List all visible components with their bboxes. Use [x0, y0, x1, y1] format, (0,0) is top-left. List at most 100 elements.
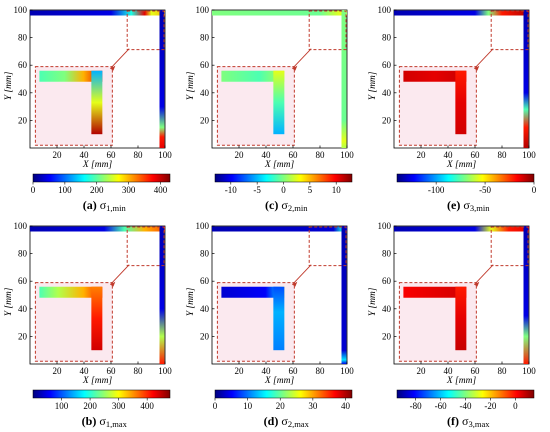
- y-tick-label: 60: [200, 60, 210, 70]
- right-beam-contour: [159, 10, 165, 148]
- inset-horizontal-member: [39, 286, 103, 298]
- panel-symbol: σ: [281, 414, 288, 428]
- colorbar-tick-label: 100: [58, 185, 72, 195]
- y-tick-label: 20: [200, 331, 210, 341]
- colorbar-tick-label: 400: [140, 401, 154, 411]
- panel-caption: (c) σ2,min: [265, 198, 308, 213]
- x-tick-label: 100: [340, 150, 354, 160]
- top-beam-contour: [30, 10, 165, 16]
- colorbar-tick-label: 0: [281, 185, 286, 195]
- x-tick-label: 100: [522, 366, 536, 376]
- stress-panel-e: 20 40 60 80 100 20 40 60 80 100 X [mm] Y [mm] -100 -5…: [368, 5, 537, 213]
- zoom-region-box: [490, 10, 529, 51]
- y-tick-label: 60: [18, 60, 28, 70]
- panel-subscript: 2,max: [288, 419, 310, 429]
- zoom-region-box: [126, 226, 165, 267]
- panel-letter: (f): [447, 414, 462, 428]
- stress-panel-a: 20 40 60 80 100 20 40 60 80 100 X [mm] Y [mm] 0 100 20…: [4, 5, 172, 213]
- x-axis-title: X [mm]: [264, 376, 295, 386]
- panel-symbol: σ: [281, 198, 288, 212]
- zoom-leader-arrow: [292, 264, 312, 285]
- zoom-leader-arrow: [110, 48, 130, 69]
- right-beam-contour: [341, 10, 347, 148]
- inset-vertical-member: [273, 286, 285, 351]
- x-tick-label: 20: [235, 366, 245, 376]
- x-tick-label: 40: [80, 150, 90, 160]
- y-tick-label: 20: [382, 331, 392, 341]
- x-tick-label: 20: [417, 366, 427, 376]
- inset-vertical-member: [91, 286, 103, 351]
- inset-vertical-member: [455, 70, 467, 135]
- x-tick-label: 60: [289, 150, 299, 160]
- y-tick-label: 20: [200, 115, 210, 125]
- right-beam-contour: [523, 226, 529, 364]
- zoom-leader-arrow: [474, 48, 494, 69]
- x-tick-label: 20: [53, 366, 63, 376]
- colorbar: [32, 389, 171, 399]
- y-tick-label: 40: [382, 88, 392, 98]
- panel-subscript: 2,min: [288, 203, 308, 213]
- colorbar-tick-label: 10: [332, 185, 342, 195]
- inset-vertical-member: [91, 70, 103, 135]
- x-tick-label: 100: [158, 366, 172, 376]
- x-tick-label: 80: [316, 150, 326, 160]
- x-tick-label: 100: [158, 150, 172, 160]
- y-tick-label: 100: [378, 221, 392, 231]
- colorbar-tick-label: -80: [410, 401, 422, 411]
- x-axis-title: X [mm]: [82, 376, 113, 386]
- x-tick-label: 80: [498, 150, 508, 160]
- top-beam-contour: [30, 226, 165, 232]
- inset-horizontal-member: [39, 70, 103, 82]
- y-tick-label: 40: [200, 304, 210, 314]
- colorbar-tick-label: -100: [428, 185, 445, 195]
- y-tick-label: 100: [14, 5, 28, 15]
- y-tick-label: 20: [18, 115, 28, 125]
- y-tick-label: 40: [18, 88, 28, 98]
- colorbar: [214, 389, 353, 399]
- x-tick-label: 60: [289, 366, 299, 376]
- x-tick-label: 40: [262, 366, 272, 376]
- x-tick-label: 40: [262, 150, 272, 160]
- colorbar-tick-label: 400: [154, 185, 168, 195]
- top-beam-contour: [394, 10, 529, 16]
- inset-horizontal-member: [221, 286, 285, 298]
- x-tick-label: 40: [444, 150, 454, 160]
- top-beam-contour: [394, 226, 529, 232]
- colorbar-tick-label: 0: [213, 401, 218, 411]
- stress-panel-d: 20 40 60 80 100 20 40 60 80 100 X [mm] Y [mm] 0 10 20 3…: [186, 221, 354, 429]
- panel-symbol: σ: [463, 198, 470, 212]
- colorbar-tick-label: 200: [90, 185, 104, 195]
- inset-horizontal-member: [403, 286, 467, 298]
- y-tick-label: 80: [18, 249, 28, 259]
- x-axis-title: X [mm]: [446, 376, 477, 386]
- colorbar-tick-label: 20: [276, 401, 286, 411]
- colorbar-tick-label: 5: [308, 185, 313, 195]
- inset-horizontal-member: [221, 70, 285, 82]
- zoom-leader-arrowhead: [292, 65, 298, 71]
- x-tick-label: 20: [417, 150, 427, 160]
- panel-caption: (f) σ3,max: [447, 414, 490, 429]
- inset-vertical-member: [455, 286, 467, 351]
- x-tick-label: 100: [340, 366, 354, 376]
- y-tick-label: 80: [200, 249, 210, 259]
- panel-subscript: 1,max: [106, 419, 128, 429]
- x-tick-label: 20: [235, 150, 245, 160]
- zoom-region-box: [126, 10, 165, 51]
- panel-symbol: σ: [100, 198, 107, 212]
- panel-letter: (d): [264, 414, 282, 428]
- inset-vertical-member: [273, 70, 285, 135]
- zoom-leader-arrow: [292, 48, 312, 69]
- y-tick-label: 80: [382, 249, 392, 259]
- colorbar-tick-label: -60: [435, 401, 447, 411]
- x-tick-label: 60: [471, 150, 481, 160]
- x-tick-label: 60: [107, 366, 117, 376]
- colorbar: [396, 389, 535, 399]
- y-axis-title: Y [mm]: [368, 71, 378, 100]
- colorbar-tick-label: -5: [253, 185, 261, 195]
- stress-panel-f: 20 40 60 80 100 20 40 60 80 100 X [mm] Y [mm] -80 -60…: [368, 221, 536, 429]
- inset-horizontal-member: [403, 70, 467, 82]
- stress-panel-b: 20 40 60 80 100 20 40 60 80 100 X [mm] Y [mm] 100 200…: [4, 221, 172, 429]
- colorbar-tick-label: 40: [341, 401, 351, 411]
- colorbar-tick-label: -20: [484, 401, 496, 411]
